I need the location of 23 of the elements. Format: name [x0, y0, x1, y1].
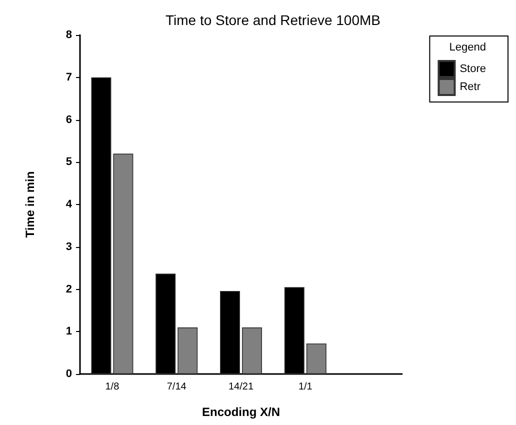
bar — [113, 154, 134, 374]
y-tick-label: 1 — [66, 326, 72, 338]
legend-label: Store — [460, 63, 486, 75]
y-tick-label: 0 — [66, 368, 72, 380]
x-axis-title: Encoding X/N — [202, 405, 280, 419]
chart-title: Time to Store and Retrieve 100MB — [165, 12, 381, 28]
x-tick-label: 7/14 — [166, 382, 187, 392]
legend-title: Legend — [449, 42, 486, 54]
x-tick-label: 1/1 — [298, 382, 313, 392]
bar — [306, 343, 326, 374]
y-tick-label: 6 — [66, 114, 72, 126]
y-tick-label: 8 — [66, 29, 72, 41]
bar — [242, 327, 262, 374]
legend-label: Retr — [460, 81, 481, 93]
y-axis-title: Time in min — [23, 171, 37, 238]
y-tick-label: 4 — [66, 198, 73, 210]
y-tick-label: 3 — [66, 240, 72, 253]
bar — [178, 327, 198, 374]
y-tick-label: 2 — [66, 283, 72, 296]
y-tick-label: 5 — [66, 156, 72, 168]
x-tick-label: 14/21 — [228, 382, 254, 392]
y-tick-label: 7 — [66, 71, 72, 84]
x-tick-label: 1/8 — [105, 382, 120, 392]
